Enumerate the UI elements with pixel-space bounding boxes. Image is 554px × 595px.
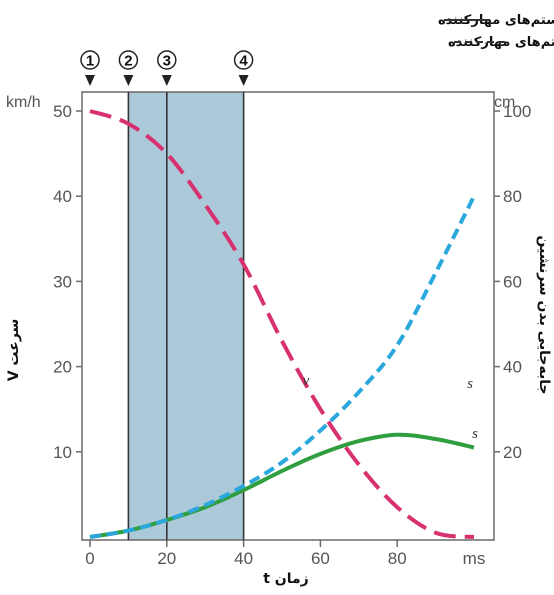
x-tick-label: 80: [388, 549, 407, 568]
y-right-tick-label: 40: [503, 358, 522, 377]
phase-marker-circle: [118, 50, 139, 70]
y-right-tick-label: 60: [503, 272, 522, 291]
y-right-tick-label: 80: [503, 187, 522, 206]
phase-marker-circle: [233, 50, 254, 70]
curve-label-0: v: [303, 373, 310, 389]
phase-marker-arrow: [161, 75, 172, 86]
tick-layer: 0 20 40 60 80 ms 10 20 30 40 50 20 40 60 80 100: [53, 102, 531, 568]
x-tick-label: 0: [85, 549, 94, 568]
series-layer: v s s: [89, 109, 478, 539]
y-left-tick-label: 10: [53, 443, 72, 462]
x-tick-label: 20: [157, 549, 176, 568]
plot-frame-layer: [81, 91, 495, 541]
label-layer: km/h cm زمان t سرعت V جابه‌جایی بدن سرنش…: [6, 13, 554, 587]
x-tick-label: 60: [311, 549, 330, 568]
y-right-tick-label: 20: [503, 443, 522, 462]
displacement-curve-unrestrained: [89, 195, 476, 539]
phase-marker-label: 2: [124, 53, 132, 70]
y-right-tick-label: 100: [503, 102, 531, 121]
y-right-axis-title: جابه‌جایی بدن سرنشین: [536, 235, 552, 394]
phase-marker-layer: 1 2 3 4: [80, 50, 254, 540]
displacement-curve-restrained: [89, 432, 475, 539]
x-axis-title: زمان t: [263, 571, 309, 587]
phase-marker-arrow: [238, 75, 249, 86]
velocity-curve-unrestrained: [89, 109, 475, 539]
y-left-tick-label: 50: [53, 102, 72, 121]
curve-label-1: s: [467, 376, 473, 392]
legend-entry-solid-label: با سیستم‌های مهارکننده: [438, 13, 554, 28]
phase-shaded-region: [128, 92, 244, 540]
y-left-unit: km/h: [6, 94, 41, 111]
phase-marker-arrow: [123, 75, 134, 86]
y-left-tick-label: 40: [53, 187, 72, 206]
phase-marker-circle: [157, 50, 177, 70]
phase-marker-arrow: [85, 75, 95, 86]
y-left-axis-title: سرعت V: [6, 319, 22, 382]
y-left-tick-label: 20: [53, 358, 72, 377]
phase-marker-label: 1: [86, 53, 94, 70]
plot-frame: [81, 91, 495, 541]
phase-marker-circle: [80, 50, 100, 70]
x-tick-label: 40: [234, 549, 253, 568]
curve-label-2: s: [472, 426, 478, 442]
phase-marker-label: 4: [239, 53, 248, 70]
y-right-unit: cm: [494, 94, 515, 111]
phase-shade-layer: [128, 92, 244, 540]
y-left-tick-label: 30: [53, 272, 72, 291]
phase-marker-label: 3: [163, 53, 171, 70]
x-tick-label: ms: [463, 549, 486, 568]
